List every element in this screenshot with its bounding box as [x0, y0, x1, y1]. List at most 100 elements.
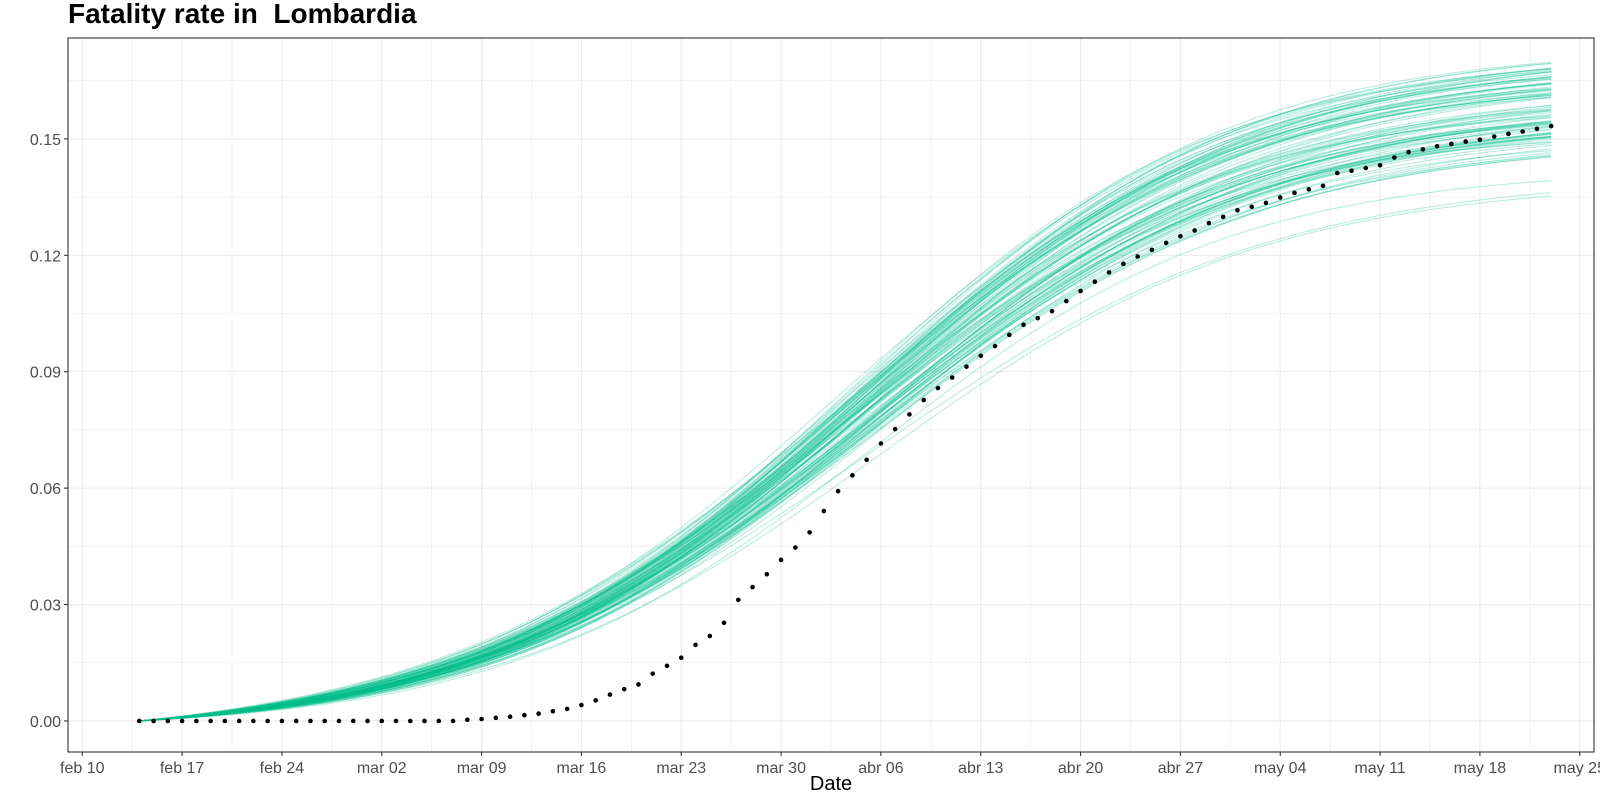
simulated-curve — [139, 93, 1552, 722]
simulated-curve — [139, 104, 1552, 722]
observed-point — [450, 718, 456, 724]
simulated-curves — [139, 61, 1552, 722]
observed-point — [1178, 233, 1183, 239]
observed-point — [222, 718, 228, 724]
observed-point — [1449, 141, 1454, 147]
observed-point — [1377, 162, 1383, 168]
simulated-curve — [139, 156, 1552, 722]
simulated-curve — [139, 88, 1552, 722]
observed-point — [1078, 288, 1083, 294]
simulated-curve — [139, 76, 1552, 722]
major-gridlines — [68, 38, 1594, 752]
simulated-curve — [139, 68, 1552, 722]
simulated-curve — [139, 96, 1552, 722]
y-tick-label: 0.12 — [30, 248, 61, 265]
observed-point — [1392, 155, 1397, 160]
observed-point — [522, 712, 527, 718]
simulated-curve — [139, 95, 1552, 722]
simulated-curve — [139, 137, 1552, 722]
simulated-curve — [139, 77, 1552, 722]
x-tick-label: abr 27 — [1158, 760, 1203, 777]
observed-point — [707, 633, 713, 639]
observed-point — [878, 441, 884, 446]
simulated-curve — [139, 115, 1552, 722]
observed-point — [650, 671, 656, 676]
simulated-curve — [139, 90, 1552, 722]
observed-point — [308, 718, 313, 724]
simulated-curve — [139, 129, 1552, 722]
observed-point — [579, 702, 584, 708]
x-tick-label: abr 20 — [1058, 760, 1103, 777]
x-tick-label: mar 02 — [357, 760, 407, 777]
simulated-curve — [139, 86, 1552, 722]
simulated-curve — [139, 136, 1552, 722]
simulated-curve — [139, 192, 1552, 722]
simulated-curve — [139, 122, 1552, 722]
simulated-curve — [139, 110, 1552, 722]
observed-point — [236, 718, 242, 724]
observed-point — [992, 343, 998, 349]
observed-point — [465, 717, 470, 723]
simulated-curve — [139, 137, 1552, 722]
observed-point — [1477, 137, 1483, 142]
observed-point — [179, 718, 185, 724]
observed-point — [536, 711, 541, 716]
simulated-curve — [139, 132, 1552, 722]
simulated-curve — [139, 82, 1552, 722]
observed-point — [935, 385, 941, 391]
x-tick-label: may 04 — [1254, 760, 1307, 777]
observed-point — [322, 718, 328, 724]
simulated-curve — [139, 143, 1552, 722]
simulated-curve — [139, 62, 1552, 722]
simulated-curve — [139, 124, 1552, 722]
simulated-curve — [139, 126, 1552, 722]
observed-point — [493, 715, 499, 721]
observed-point — [664, 663, 670, 669]
observed-point — [436, 718, 442, 724]
simulated-curve — [139, 195, 1552, 722]
simulated-curve — [139, 88, 1552, 722]
observed-point — [479, 716, 484, 722]
observed-point — [251, 718, 256, 724]
simulated-curve — [139, 122, 1552, 722]
observed-point — [1192, 228, 1197, 233]
simulated-curve — [139, 62, 1552, 722]
observed-point — [1349, 168, 1354, 174]
observed-point — [1064, 298, 1069, 304]
observed-point — [208, 718, 213, 724]
simulated-curve — [139, 68, 1552, 722]
observed-point — [1049, 308, 1055, 314]
observed-point — [1520, 129, 1525, 134]
minor-gridlines — [68, 38, 1594, 752]
simulated-curve — [139, 82, 1552, 722]
observed-point — [1035, 315, 1041, 321]
simulated-curve — [139, 148, 1552, 722]
simulated-curve — [139, 67, 1552, 722]
simulated-curve — [139, 154, 1552, 722]
observed-point — [550, 708, 556, 714]
y-tick-label: 0.00 — [30, 714, 61, 731]
observed-point — [750, 584, 755, 590]
simulated-curve — [139, 70, 1552, 722]
observed-point — [564, 706, 570, 712]
observed-point — [593, 698, 598, 703]
observed-point — [1363, 165, 1369, 171]
observed-point — [821, 508, 827, 514]
simulated-curve — [139, 89, 1552, 722]
simulated-curve — [139, 67, 1552, 722]
simulated-curve — [139, 106, 1552, 722]
observed-point — [1306, 187, 1312, 192]
simulated-curve — [139, 120, 1552, 722]
simulated-curve — [139, 76, 1552, 722]
simulated-curve — [139, 111, 1552, 722]
simulated-curve — [139, 104, 1552, 722]
simulated-curve — [139, 108, 1552, 722]
observed-point — [1149, 247, 1155, 253]
simulated-curve — [139, 141, 1552, 722]
simulated-curve — [139, 156, 1552, 722]
observed-point — [1292, 190, 1297, 196]
simulated-curve — [139, 155, 1552, 722]
observed-point — [892, 426, 898, 432]
simulated-curve — [139, 113, 1552, 722]
observed-point — [1320, 183, 1326, 189]
